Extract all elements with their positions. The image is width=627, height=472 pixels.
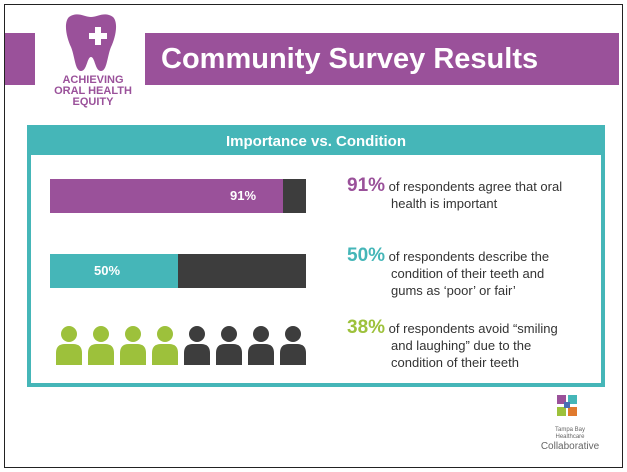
page-title: Community Survey Results — [161, 43, 539, 75]
banner-accent — [5, 33, 35, 85]
collaborative-logo-icon — [557, 395, 577, 416]
tooth-icon — [65, 14, 117, 72]
collaborative-logo-text: Tampa Bay Healthcare Collaborative — [535, 427, 605, 453]
logo-line-healthcare: Healthcare — [555, 434, 585, 440]
importance-stat: 91% of respondents agree that oral healt… — [347, 175, 563, 212]
person-icon — [248, 326, 274, 365]
smiling-pictogram — [55, 325, 311, 365]
person-icon — [88, 326, 114, 365]
importance-bar-fill — [50, 179, 283, 213]
importance-bar: 91% — [50, 179, 306, 213]
logo-line-2: ORAL HEALTH — [54, 85, 132, 97]
smiling-line-3: condition of their teeth — [391, 355, 519, 370]
smiling-stat: 38% of respondents avoid “smiling and la… — [347, 317, 558, 371]
title-banner: Community Survey Results — [145, 33, 619, 85]
tampa-bay-healthcare-logo: Tampa Bay Healthcare Collaborative — [535, 393, 622, 465]
smiling-line-2: and laughing” due to the — [391, 338, 532, 353]
chart-panel: Importance vs. Condition 91% 91% of resp… — [27, 125, 605, 387]
condition-line-2: condition of their teeth and — [391, 266, 545, 281]
importance-bar-label: 91% — [230, 188, 257, 203]
person-icon — [216, 326, 242, 365]
person-icon — [56, 326, 82, 365]
condition-bar-label: 50% — [94, 263, 121, 278]
slide: Community Survey Results ACHIEVING ORAL … — [4, 4, 623, 468]
logo-line-collaborative: Collaborative — [540, 441, 600, 452]
importance-pct: 91% — [347, 175, 386, 196]
importance-line-1: of respondents agree that oral — [388, 179, 563, 194]
condition-stat: 50% of respondents describe the conditio… — [347, 245, 550, 299]
panel-title: Importance vs. Condition — [31, 129, 601, 155]
condition-line-1: of respondents describe the — [388, 249, 550, 264]
smiling-pct: 38% — [347, 317, 386, 338]
importance-line-2: health is important — [391, 196, 498, 211]
person-icon — [280, 326, 306, 365]
logo-line-1: ACHIEVING — [62, 74, 124, 86]
oral-health-equity-logo: ACHIEVING ORAL HEALTH EQUITY — [53, 13, 133, 121]
logo-text: ACHIEVING ORAL HEALTH EQUITY — [43, 75, 143, 108]
condition-line-3: gums as ‘poor’ or fair’ — [391, 283, 516, 298]
condition-bar: 50% — [50, 254, 306, 288]
person-icon — [152, 326, 178, 365]
logo-line-tampa: Tampa Bay — [554, 427, 585, 433]
person-icon — [120, 326, 146, 365]
condition-bar-fill — [50, 254, 178, 288]
condition-pct: 50% — [347, 245, 386, 266]
logo-line-3: EQUITY — [72, 96, 114, 108]
person-icon — [184, 326, 210, 365]
smiling-line-1: of respondents avoid “smiling — [388, 321, 558, 336]
